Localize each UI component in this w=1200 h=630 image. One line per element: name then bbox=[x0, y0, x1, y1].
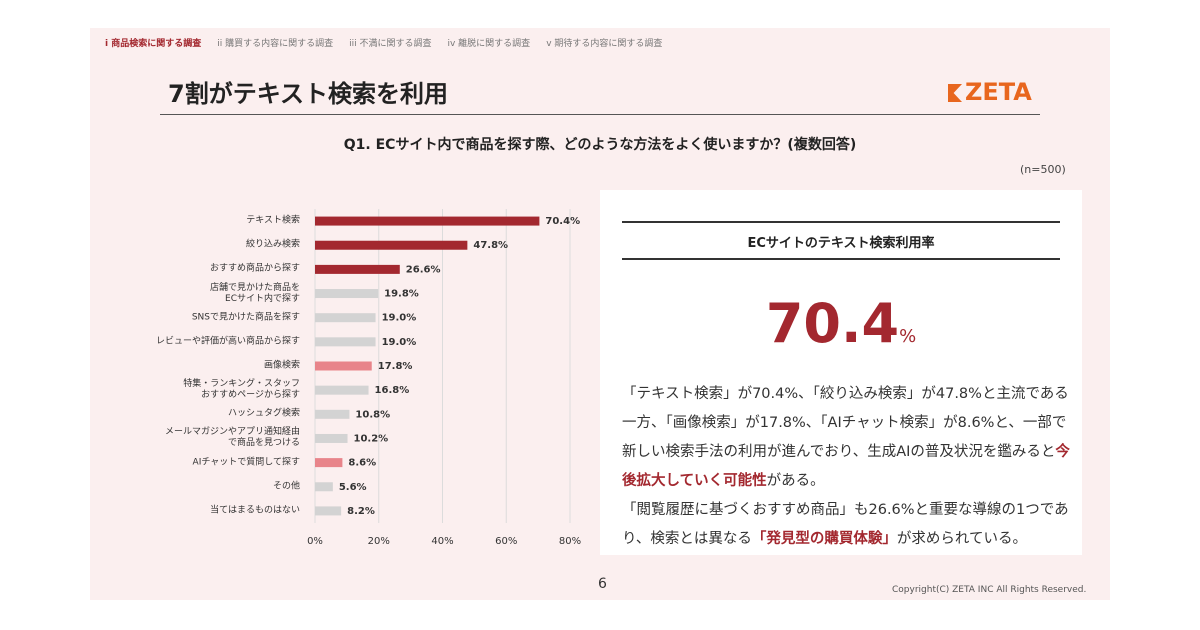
panel-rule bbox=[622, 258, 1060, 260]
bar bbox=[315, 506, 342, 516]
bar bbox=[315, 337, 376, 347]
emphasis: 今後拡大していく可能性 bbox=[622, 444, 1070, 489]
value-label: 10.8% bbox=[355, 409, 390, 420]
nav-tab: i 商品検索に関する調査 bbox=[105, 39, 202, 49]
value-label: 17.8% bbox=[378, 361, 413, 372]
y-tick-label: AIチャットで質問して探す bbox=[192, 457, 300, 468]
nav-tab: iii 不満に関する調査 bbox=[349, 39, 432, 49]
text-run: 「閲覧履歴に基づくおすすめ商品」も26.6%と重要な導線の1つであり、検索とは異… bbox=[622, 502, 1069, 547]
emphasis: 「発見型の購買体験」 bbox=[751, 531, 897, 547]
question: Q1. ECサイト内で商品を探す際、どのような方法をよく使いますか？(複数回答) bbox=[343, 137, 857, 153]
bar bbox=[315, 482, 333, 492]
text-run: 「テキスト検索」が70.4%、「絞り込み検索」が47.8%と主流である一方、「画… bbox=[622, 386, 1069, 460]
value-label: 26.6% bbox=[406, 264, 441, 275]
paragraph: 「テキスト検索」が70.4%、「絞り込み検索」が47.8%と主流である一方、「画… bbox=[622, 380, 1072, 496]
y-tick-label: 特集・ランキング・スタッフ おすすめページから探す bbox=[183, 379, 300, 401]
value-label: 47.8% bbox=[473, 240, 508, 251]
value-label: 10.2% bbox=[354, 433, 389, 444]
nav: i 商品検索に関する調査 ii 購買する内容に関する調査 iii 不満に関する調査 i… bbox=[105, 36, 662, 49]
title: 7割がテキスト検索を利用 bbox=[168, 80, 448, 108]
value-label: 5.6% bbox=[339, 482, 367, 493]
y-tick-label: メールマガジンやアプリ通知経由 で商品を見つける bbox=[164, 427, 300, 449]
page-number: 6 bbox=[598, 576, 607, 592]
panel-heading: ECサイトのテキスト検索利用率 bbox=[747, 236, 935, 251]
bar bbox=[315, 361, 372, 371]
y-tick-label: テキスト検索 bbox=[246, 215, 300, 226]
bar bbox=[315, 458, 343, 468]
y-tick-label: 店舗で見かけた商品を ECサイト内で探す bbox=[209, 282, 300, 304]
y-tick-label: 当てはまるものはない bbox=[210, 505, 300, 516]
value-label: 16.8% bbox=[375, 385, 410, 396]
y-tick-label: SNSで見かけた商品を探す bbox=[191, 312, 300, 323]
value-label: 19.8% bbox=[384, 289, 419, 300]
nav-tab: iv 離脱に関する調査 bbox=[447, 39, 531, 49]
bar bbox=[315, 289, 379, 299]
bar bbox=[315, 433, 348, 443]
bar bbox=[315, 240, 468, 250]
title-rule bbox=[160, 114, 1040, 115]
copyright: Copyright(C) ZETA INC All Rights Reserve… bbox=[892, 585, 1087, 595]
logo: ZETA bbox=[948, 78, 1032, 106]
x-tick-label: 80% bbox=[559, 536, 581, 547]
text-run: が求められている。 bbox=[896, 531, 1027, 547]
nav-tab: ii 購買する内容に関する調査 bbox=[217, 39, 334, 49]
bar bbox=[315, 264, 400, 274]
nav-tab: v 期待する内容に関する調査 bbox=[546, 39, 663, 49]
y-tick-label: その他 bbox=[272, 481, 300, 492]
value-label: 8.6% bbox=[348, 458, 376, 469]
bar bbox=[315, 409, 350, 419]
panel-rule bbox=[622, 221, 1060, 223]
value-label: 70.4% bbox=[545, 216, 580, 227]
x-tick-label: 20% bbox=[368, 536, 390, 547]
highlight-value: 70.4 bbox=[765, 292, 900, 355]
value-label: 19.0% bbox=[382, 337, 417, 348]
y-tick-label: レビューや評価が高い商品から探す bbox=[155, 336, 300, 347]
value-label: 19.0% bbox=[382, 313, 417, 324]
bar bbox=[315, 313, 376, 323]
paragraph: 「閲覧履歴に基づくおすすめ商品」も26.6%と重要な導線の1つであり、検索とは異… bbox=[622, 496, 1072, 554]
bar bbox=[315, 385, 369, 395]
y-tick-label: ハッシュタグ検索 bbox=[227, 408, 300, 419]
y-tick-label: 画像検索 bbox=[263, 360, 300, 371]
y-tick-label: 絞り込み検索 bbox=[245, 239, 300, 250]
x-tick-label: 40% bbox=[431, 536, 453, 547]
x-tick-label: 60% bbox=[495, 536, 517, 547]
y-tick-label: おすすめ商品から探す bbox=[209, 263, 300, 274]
summary-panel bbox=[600, 190, 1082, 555]
value-label: 8.2% bbox=[347, 506, 375, 517]
highlight-unit: % bbox=[899, 326, 917, 347]
bar bbox=[315, 216, 540, 226]
text-run: がある。 bbox=[766, 473, 825, 489]
highlight: 70.4% bbox=[622, 292, 1060, 355]
x-tick-label: 0% bbox=[307, 536, 323, 547]
sample-size: (n=500) bbox=[1020, 163, 1066, 176]
panel-text: 「テキスト検索」が70.4%、「絞り込み検索」が47.8%と主流である一方、「画… bbox=[622, 380, 1072, 554]
